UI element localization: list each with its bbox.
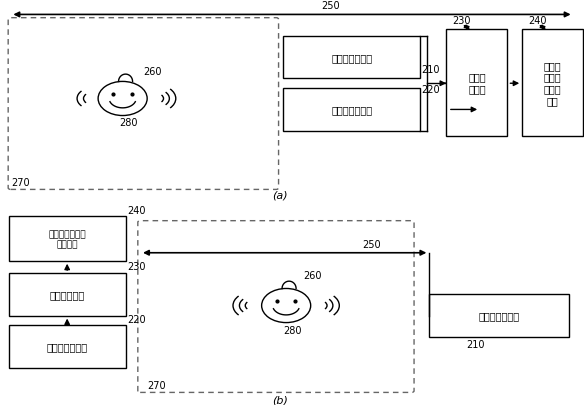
Text: 目标检
测模块: 目标检 测模块 <box>468 72 486 94</box>
Text: 250: 250 <box>362 239 381 249</box>
Text: 280: 280 <box>283 325 302 335</box>
Text: 270: 270 <box>12 177 30 187</box>
Text: 210: 210 <box>467 339 485 350</box>
Text: 第一激
光束发
射控制
模块: 第一激 光束发 射控制 模块 <box>544 61 562 106</box>
Text: 250: 250 <box>321 1 340 11</box>
Text: (a): (a) <box>273 190 288 200</box>
Text: 220: 220 <box>127 314 146 324</box>
FancyBboxPatch shape <box>9 273 126 316</box>
FancyBboxPatch shape <box>429 294 569 337</box>
Text: 超声波接收模块: 超声波接收模块 <box>47 341 88 352</box>
Text: (b): (b) <box>272 394 288 404</box>
Text: 210: 210 <box>422 65 440 75</box>
Text: 260: 260 <box>143 67 162 77</box>
Text: 240: 240 <box>127 205 146 215</box>
Text: 第一激光束发射
控制模块: 第一激光束发射 控制模块 <box>48 229 86 249</box>
Text: 超声波发送模块: 超声波发送模块 <box>479 311 520 321</box>
Text: 240: 240 <box>528 16 547 26</box>
FancyBboxPatch shape <box>446 30 507 137</box>
FancyBboxPatch shape <box>283 36 420 79</box>
FancyBboxPatch shape <box>9 325 126 368</box>
Text: 超声波发送模块: 超声波发送模块 <box>331 53 373 63</box>
FancyBboxPatch shape <box>283 89 420 132</box>
FancyBboxPatch shape <box>9 217 126 261</box>
Text: 270: 270 <box>147 379 166 390</box>
Text: 230: 230 <box>127 261 146 271</box>
Text: 260: 260 <box>304 271 322 281</box>
Text: 230: 230 <box>452 16 471 26</box>
Text: 超声波接收模块: 超声波接收模块 <box>331 105 373 115</box>
Text: 220: 220 <box>422 85 440 95</box>
Text: 目标检测模块: 目标检测模块 <box>50 290 85 300</box>
FancyBboxPatch shape <box>522 30 583 137</box>
Text: 280: 280 <box>120 117 138 128</box>
